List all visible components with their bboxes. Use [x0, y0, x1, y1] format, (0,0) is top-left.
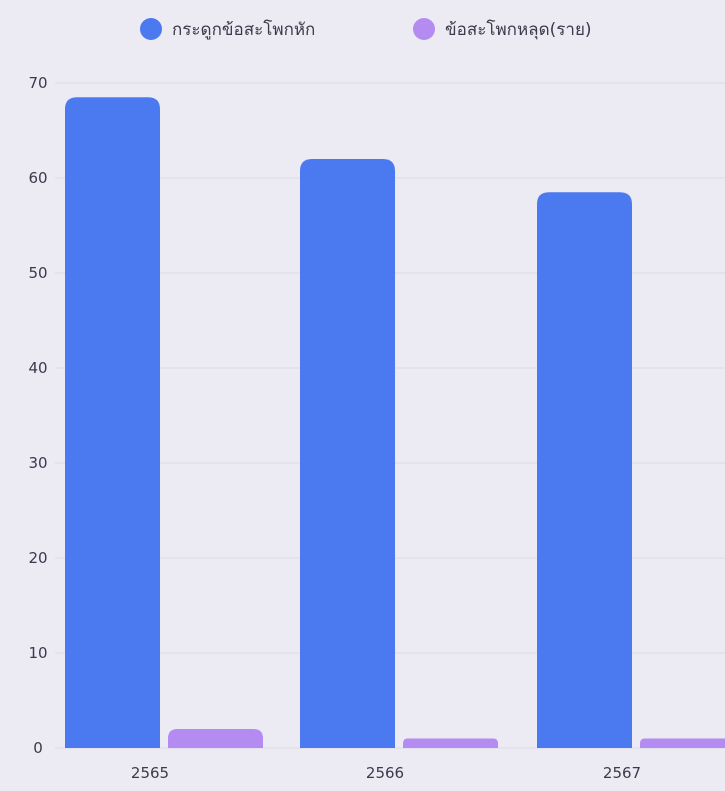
x-tick-label-2567: 2567: [603, 764, 641, 782]
bar-series-1-2566[interactable]: [300, 159, 395, 748]
y-tick-label-40: 40: [28, 359, 47, 377]
y-tick-label-50: 50: [28, 264, 47, 282]
y-tick-label-20: 20: [28, 549, 47, 567]
legend-item-series-1[interactable]: กระดูกข้อสะโพกหัก: [140, 14, 315, 44]
legend-label-series-1: กระดูกข้อสะโพกหัก: [172, 19, 316, 40]
bar-series-1-2565[interactable]: [65, 97, 160, 748]
bar-series-2-2565[interactable]: [168, 729, 263, 748]
y-tick-label-70: 70: [28, 74, 47, 92]
bar-series-1-2567[interactable]: [537, 192, 632, 748]
y-tick-label-10: 10: [28, 644, 47, 662]
y-tick-label-30: 30: [28, 454, 47, 472]
y-tick-label-0: 0: [33, 739, 43, 757]
bar-series-2-2567[interactable]: [640, 738, 725, 749]
legend-swatch-series-2: [413, 18, 435, 40]
x-tick-label-2565: 2565: [131, 764, 169, 782]
y-tick-label-60: 60: [28, 169, 47, 187]
legend-swatch-series-1: [140, 18, 162, 40]
legend-label-series-2: ข้อสะโพกหลุด(ราย): [445, 19, 592, 40]
legend-item-series-2[interactable]: ข้อสะโพกหลุด(ราย): [413, 14, 592, 44]
x-tick-label-2566: 2566: [366, 764, 404, 782]
legend: กระดูกข้อสะโพกหัก ข้อสะโพกหลุด(ราย): [0, 14, 725, 44]
bar-series-2-2566[interactable]: [403, 738, 498, 749]
